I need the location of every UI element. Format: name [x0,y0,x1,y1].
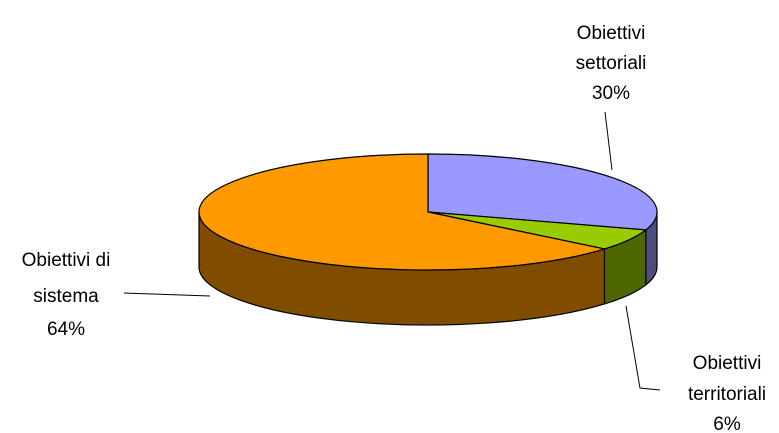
label-territoriali-line2: territoriali [688,384,766,405]
pie-slice-0 [427,153,658,231]
label-settoriali-line2: settoriali [576,53,647,74]
pie-slice-2 [198,153,605,271]
leader-line-0 [604,111,613,171]
pie-slices [198,153,658,271]
label-settoriali-percent: 30% [592,83,630,104]
label-territoriali-percent: 6% [713,414,741,433]
label-territoriali-line1: Obiettivi [693,353,762,374]
leader-line-2 [123,292,211,297]
label-sistema-line2: sistema [33,286,99,307]
label-sistema-line1: Obiettivi di [22,250,111,271]
leader-lines [123,111,661,391]
label-sistema-percent: 64% [47,319,85,340]
label-settoriali-line1: Obiettivi [577,23,646,44]
leader-line-1 [625,305,661,391]
